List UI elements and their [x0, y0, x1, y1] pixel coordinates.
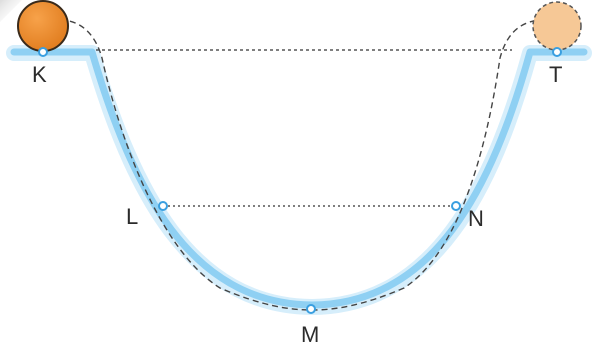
ball-at-k [17, 0, 69, 52]
label-m: M [301, 322, 320, 347]
point-m-dot [306, 304, 316, 314]
label-l: L [126, 204, 139, 229]
point-l-dot [158, 201, 168, 211]
corner-shade [0, 0, 22, 22]
ghost-ball-at-t [532, 1, 582, 51]
label-k: K [32, 62, 47, 87]
label-n: N [468, 206, 484, 231]
point-k-dot [38, 47, 48, 57]
point-t-dot [552, 47, 562, 57]
label-t: T [549, 62, 563, 87]
track-glow [6, 45, 592, 315]
point-n-dot [451, 201, 461, 211]
